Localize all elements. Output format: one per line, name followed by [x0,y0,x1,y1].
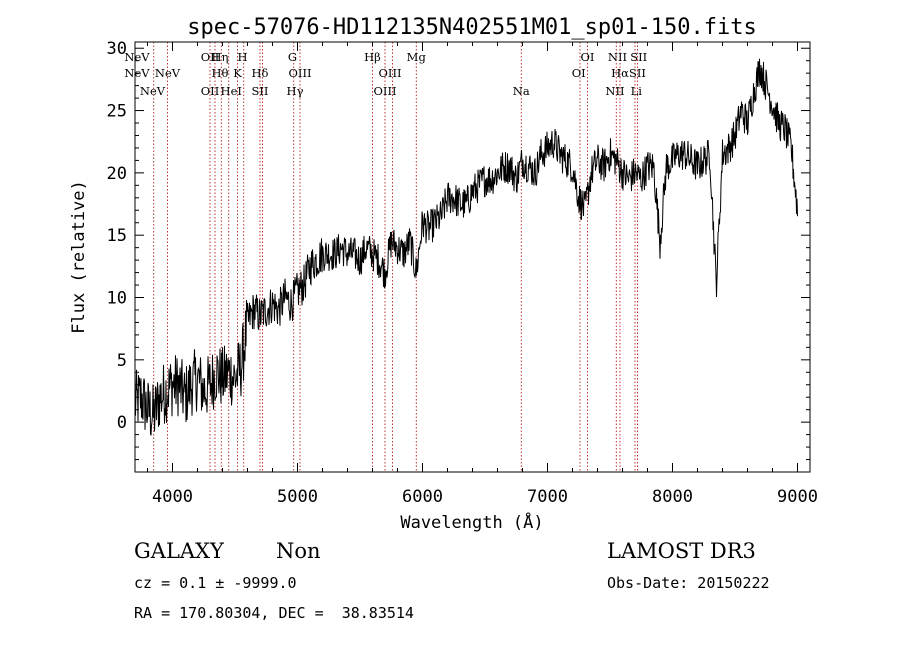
y-axis-label: Flux (relative) [69,180,89,334]
y-tick-label: 25 [107,102,127,122]
x-tick-label: 8000 [652,487,693,507]
y-tick-label: 0 [117,413,127,433]
x-tick-label: 7000 [527,487,568,507]
y-tick-label: 15 [107,226,127,246]
line-label-2: NeV [140,84,166,98]
line-label-25: NII [605,84,624,98]
line-label-6: Hη [212,50,229,64]
line-label-24: Hα [611,66,629,80]
line-label-15: Hγ [287,84,304,98]
y-tick-label: 20 [107,164,127,184]
line-label-17: OIII [378,66,401,80]
y-axis-ticks: 0 5 10 15 20 25 30 [107,39,810,461]
line-label-4: OII [201,50,220,64]
line-label-26: SII [630,50,647,64]
line-label-27: SII [629,66,646,80]
obs-date: Obs-Date: 20150222 [607,574,770,592]
line-label-3: NeV [155,66,181,80]
x-tick-label: 5000 [277,487,318,507]
line-label-9: H [237,50,247,64]
line-label-10: K [233,66,242,80]
redshift-line: cz = 0.1 ± -9999.0 [134,574,297,592]
line-label-22: OI [572,66,586,80]
x-tick-label: 6000 [402,487,443,507]
line-label-23: NII [608,50,627,64]
object-subclass: Non [276,539,321,563]
coordinates: RA = 170.80304, DEC = 38.83514 [134,604,414,622]
line-label-18: OIII [373,84,396,98]
object-class: GALAXY [134,539,224,563]
x-tick-label: 9000 [777,487,818,507]
x-tick-label: 4000 [152,487,193,507]
line-label-19: Mg [407,50,427,64]
line-label-16: Hβ [364,50,381,64]
y-tick-label: 10 [107,289,127,309]
plot-frame [134,41,811,473]
y-tick-label: 30 [107,39,127,59]
spectral-line-markers [153,42,638,472]
chart-title: spec-57076-HD112135N402551M01_sp01-150.f… [187,15,757,40]
line-label-5: OII [201,84,220,98]
x-axis-ticks: 4000 5000 6000 7000 8000 9000 [147,42,818,507]
line-label-8: HeI [221,84,242,98]
survey-name: LAMOST DR3 [607,539,756,563]
x-axis-label: Wavelength (Å) [400,511,543,533]
line-label-12: SII [252,84,269,98]
line-label-28: Li [631,84,643,98]
line-label-21: OI [581,50,595,64]
y-tick-label: 5 [117,351,127,371]
line-label-13: G [288,50,297,64]
line-label-20: Na [513,84,530,98]
line-label-14: OIII [288,66,311,80]
line-label-7: Hθ [212,66,229,80]
line-label-11: Hδ [252,66,269,80]
line-label-0: NeV [124,50,150,64]
spectrum-line [134,58,798,436]
